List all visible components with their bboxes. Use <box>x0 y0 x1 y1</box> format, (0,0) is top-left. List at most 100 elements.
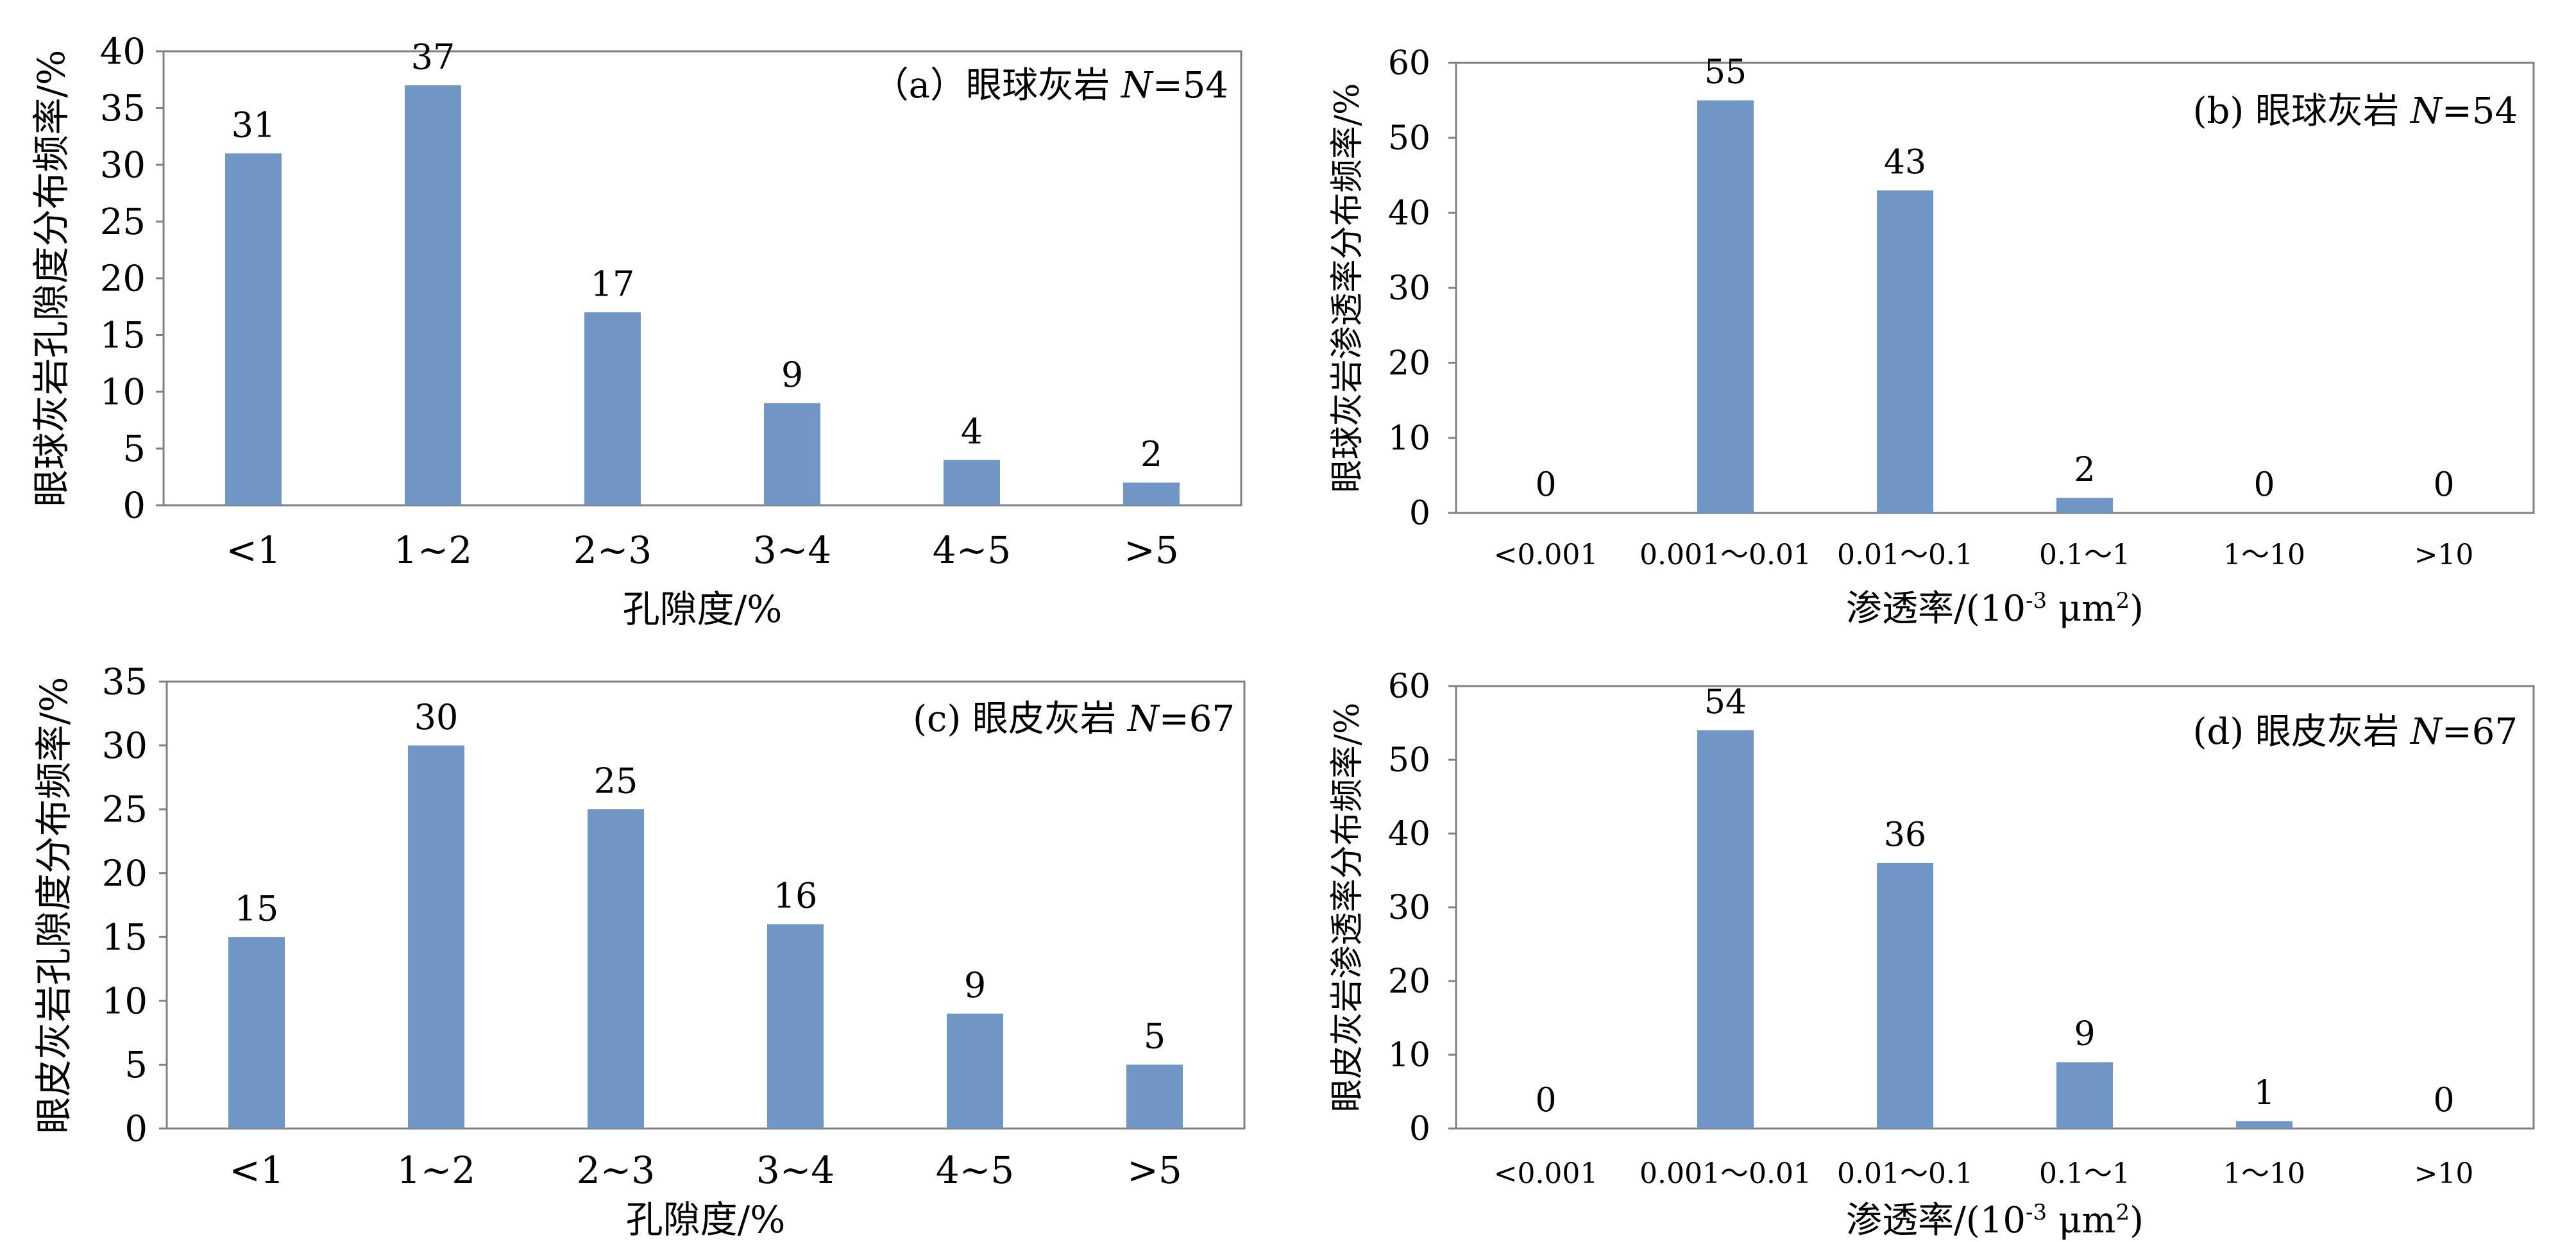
category-label: 2~3 <box>577 1148 655 1192</box>
panel-b-category-labels: <0.001 0.001～0.01 0.01～0.1 0.1～1 1～10 >10 <box>1494 539 2474 571</box>
panel-a-annotation-n-symbol: N <box>1120 65 1154 106</box>
data-label: 16 <box>774 876 818 916</box>
y-tick-label: 50 <box>1388 119 1430 158</box>
bar-c-2 <box>588 809 644 1129</box>
panel-c-x-axis-title: 孔隙度/% <box>626 1198 786 1241</box>
data-label: 0 <box>2433 1082 2454 1120</box>
data-label: 30 <box>414 697 459 737</box>
y-tick-label: 40 <box>1388 815 1430 853</box>
data-label: 9 <box>781 355 803 395</box>
y-tick-label: 20 <box>100 258 146 300</box>
bar-a-5 <box>1123 482 1180 505</box>
panel-c-bars <box>228 745 1183 1129</box>
panel-c-annotation: (c) 眼皮灰岩 N=67 <box>913 698 1235 740</box>
panel-a-x-axis-title: 孔隙度/% <box>623 587 783 631</box>
category-label: 1~2 <box>397 1148 475 1192</box>
bar-b-2 <box>1877 190 1933 513</box>
data-label: 9 <box>2074 1015 2095 1053</box>
category-label: 3~4 <box>753 528 831 572</box>
panel-b-bars <box>1697 100 2113 513</box>
panel-a-bars <box>225 85 1180 506</box>
panel-c-annotation-n-value: =67 <box>1159 698 1235 740</box>
bar-d-3 <box>2056 1062 2113 1129</box>
category-label: 4~5 <box>933 528 1011 572</box>
bar-d-1 <box>1697 730 1754 1129</box>
category-label: <1 <box>226 528 281 572</box>
category-label: 1～10 <box>2223 1157 2305 1190</box>
panel-d-annotation-n-value: =67 <box>2442 711 2518 753</box>
category-label: 0.01～0.1 <box>1837 539 1973 571</box>
y-tick-label: 15 <box>102 917 148 959</box>
bar-a-0 <box>225 153 282 506</box>
bar-c-4 <box>947 1013 1003 1129</box>
category-label: 4~5 <box>936 1148 1014 1192</box>
bar-a-1 <box>405 85 461 506</box>
data-label: 4 <box>961 411 983 451</box>
data-label: 9 <box>964 965 986 1005</box>
panel-b-x-axis-title-sup2: 2 <box>2115 588 2130 614</box>
data-label: 2 <box>2074 451 2095 489</box>
category-label: <1 <box>229 1148 284 1192</box>
category-label: 0.001～0.01 <box>1640 539 1811 571</box>
y-tick-label: 10 <box>1388 1036 1430 1075</box>
y-tick-label: 0 <box>124 1109 148 1150</box>
panel-a-annotation-prefix: （a）眼球灰岩 <box>873 65 1121 106</box>
panel-c-annotation-prefix: (c) 眼皮灰岩 <box>913 698 1128 740</box>
panel-a-y-axis-title: 眼球灰岩孔隙度分布频率/% <box>30 50 73 507</box>
data-label: 37 <box>411 37 455 77</box>
data-label: 25 <box>594 760 638 801</box>
y-tick-label: 35 <box>102 662 148 703</box>
category-label: >10 <box>2414 539 2474 571</box>
panel-a-y-ticks: 0 5 10 15 20 25 30 35 40 <box>100 31 164 527</box>
data-label: 0 <box>1535 466 1556 505</box>
y-tick-label: 30 <box>1388 269 1430 308</box>
panel-b-x-axis-title: 渗透率/(10-3 μm2) <box>1846 588 2144 630</box>
bar-b-3 <box>2056 498 2113 513</box>
data-label: 36 <box>1884 816 1926 855</box>
panel-d-y-axis-title: 眼皮灰岩渗透率分布频率/% <box>1328 703 1367 1112</box>
y-tick-label: 0 <box>123 485 146 527</box>
category-label: 0.1～1 <box>2039 1157 2130 1190</box>
panel-a-annotation: （a）眼球灰岩 N=54 <box>873 65 1228 106</box>
y-tick-label: 0 <box>1409 1110 1430 1148</box>
panel-d-category-labels: <0.001 0.001～0.01 0.01～0.1 0.1～1 1～10 >10 <box>1494 1157 2474 1190</box>
data-label: 0 <box>1535 1082 1556 1120</box>
data-label: 54 <box>1704 684 1747 722</box>
y-tick-label: 25 <box>102 789 148 831</box>
panel-b-annotation: (b) 眼球灰岩 N=54 <box>2193 90 2518 132</box>
data-label: 0 <box>2433 466 2454 505</box>
y-tick-label: 30 <box>1388 889 1430 927</box>
bar-d-4 <box>2236 1121 2292 1129</box>
panel-a: 0 5 10 15 20 25 30 35 40 31 37 17 9 4 2 <1 1~2 2~3 3~4 4~… <box>30 31 1242 631</box>
panel-d-data-labels: 0 54 36 9 1 0 <box>1535 684 2454 1120</box>
y-tick-label: 60 <box>1388 667 1430 706</box>
panel-b-annotation-n-symbol: N <box>2409 90 2443 132</box>
panel-d-bars <box>1697 730 2292 1129</box>
panel-c-annotation-n-symbol: N <box>1126 698 1160 740</box>
panel-c-category-labels: <1 1~2 2~3 3~4 4~5 >5 <box>229 1148 1182 1192</box>
panel-b-y-axis-title: 眼球灰岩渗透率分布频率/% <box>1328 83 1367 493</box>
panel-b-data-labels: 0 55 43 2 0 0 <box>1535 53 2454 505</box>
panel-b-x-axis-title-end: ) <box>2130 588 2144 630</box>
panel-c-y-ticks: 0 5 10 15 20 25 30 35 <box>102 662 167 1150</box>
data-label: 5 <box>1144 1016 1165 1057</box>
panel-d-annotation-prefix: (d) 眼皮灰岩 <box>2193 711 2411 753</box>
bar-d-2 <box>1877 863 1933 1129</box>
panel-b-x-axis-title-sup: -3 <box>2026 588 2047 614</box>
y-tick-label: 10 <box>102 980 148 1022</box>
bar-a-2 <box>584 312 641 505</box>
category-label: >5 <box>1127 1148 1182 1192</box>
data-label: 55 <box>1704 53 1747 92</box>
panel-b-annotation-prefix: (b) 眼球灰岩 <box>2193 90 2411 132</box>
category-label: >5 <box>1124 528 1179 572</box>
y-tick-label: 10 <box>1388 419 1430 458</box>
bar-a-4 <box>944 460 1000 505</box>
category-label: 0.1～1 <box>2039 539 2130 571</box>
y-tick-label: 60 <box>1388 44 1430 83</box>
category-label: 0.001～0.01 <box>1640 1157 1811 1190</box>
bar-c-0 <box>228 937 285 1129</box>
data-label: 43 <box>1884 144 1926 182</box>
